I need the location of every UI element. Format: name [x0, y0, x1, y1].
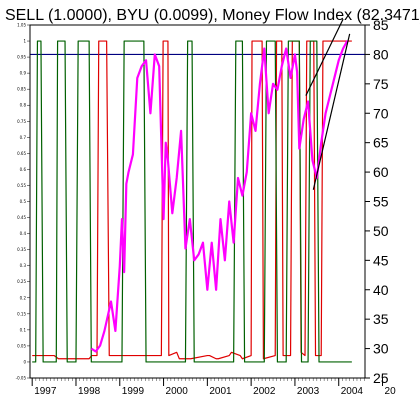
- right-tick-label: 60: [373, 164, 389, 180]
- left-tick-label: 0.9: [20, 71, 27, 76]
- left-tick-label: 0.15: [17, 311, 26, 316]
- left-tick-label: 0.45: [17, 215, 26, 220]
- series-line-money-flow-index: [90, 40, 349, 353]
- left-tick-label: 0.95: [17, 55, 26, 60]
- right-tick-label: 25: [373, 370, 389, 386]
- left-tick-label: 0.55: [17, 183, 26, 188]
- series-layer: [32, 40, 352, 363]
- right-tick-label: 65: [373, 135, 389, 151]
- x-tick-label: 1999: [122, 386, 145, 397]
- x-tick-label: 2004: [341, 386, 364, 397]
- right-tick-label: 30: [373, 341, 389, 357]
- x-tick-label: 20: [385, 386, 397, 397]
- left-tick-label: 1.05: [17, 23, 26, 28]
- left-tick-label: 0.6: [20, 167, 27, 172]
- left-tick-label: 0.75: [17, 119, 26, 124]
- x-tick-label: 2001: [209, 386, 232, 397]
- right-tick-label: 50: [373, 223, 389, 239]
- trendline-2: [312, 33, 351, 190]
- left-tick-label: 0.8: [20, 103, 27, 108]
- left-tick-label: 0.1: [20, 327, 27, 332]
- x-tick-label: 2000: [166, 386, 189, 397]
- left-tick-label: 0.7: [20, 135, 27, 140]
- left-tick-label: 0.5: [20, 199, 27, 204]
- x-tick-label: 1997: [34, 386, 57, 397]
- right-tick-label: 85: [373, 17, 389, 33]
- series-line-byu: [32, 40, 352, 363]
- left-tick-label: 1: [23, 39, 26, 44]
- x-tick-label: 1998: [78, 386, 101, 397]
- series-line-sell: [32, 40, 352, 360]
- left-tick-label: 0.4: [20, 231, 27, 236]
- right-tick-label: 70: [373, 105, 389, 121]
- axes-layer: 1.05 1 0.95 0.9 0.85 0.8 0.75 0.7 0.65 0.6 0.55 0.5…: [16, 17, 396, 397]
- right-tick-label: 75: [373, 76, 389, 92]
- left-tick-label: 0.65: [17, 151, 26, 156]
- left-tick-label: 0.85: [17, 87, 26, 92]
- trendline-1: [305, 18, 344, 96]
- left-tick-label: 0.2: [20, 295, 27, 300]
- right-tick-label: 35: [373, 311, 389, 327]
- trendline-layer: [305, 18, 351, 190]
- right-tick-label: 45: [373, 252, 389, 268]
- left-tick-label: -0.05: [16, 376, 27, 381]
- left-tick-label: 0.25: [17, 279, 26, 284]
- left-tick-label: 0: [23, 359, 26, 364]
- x-tick-label: 2003: [297, 386, 320, 397]
- chart-title: SELL (1.0000), BYU (0.0099), Money Flow …: [5, 7, 420, 24]
- left-tick-label: 0.35: [17, 247, 26, 252]
- right-tick-label: 55: [373, 194, 389, 210]
- x-tick-label: 2002: [253, 386, 276, 397]
- left-tick-label: 0.3: [20, 263, 27, 268]
- right-tick-label: 40: [373, 282, 389, 298]
- right-tick-label: 80: [373, 46, 389, 62]
- left-tick-label: 0.05: [17, 343, 26, 348]
